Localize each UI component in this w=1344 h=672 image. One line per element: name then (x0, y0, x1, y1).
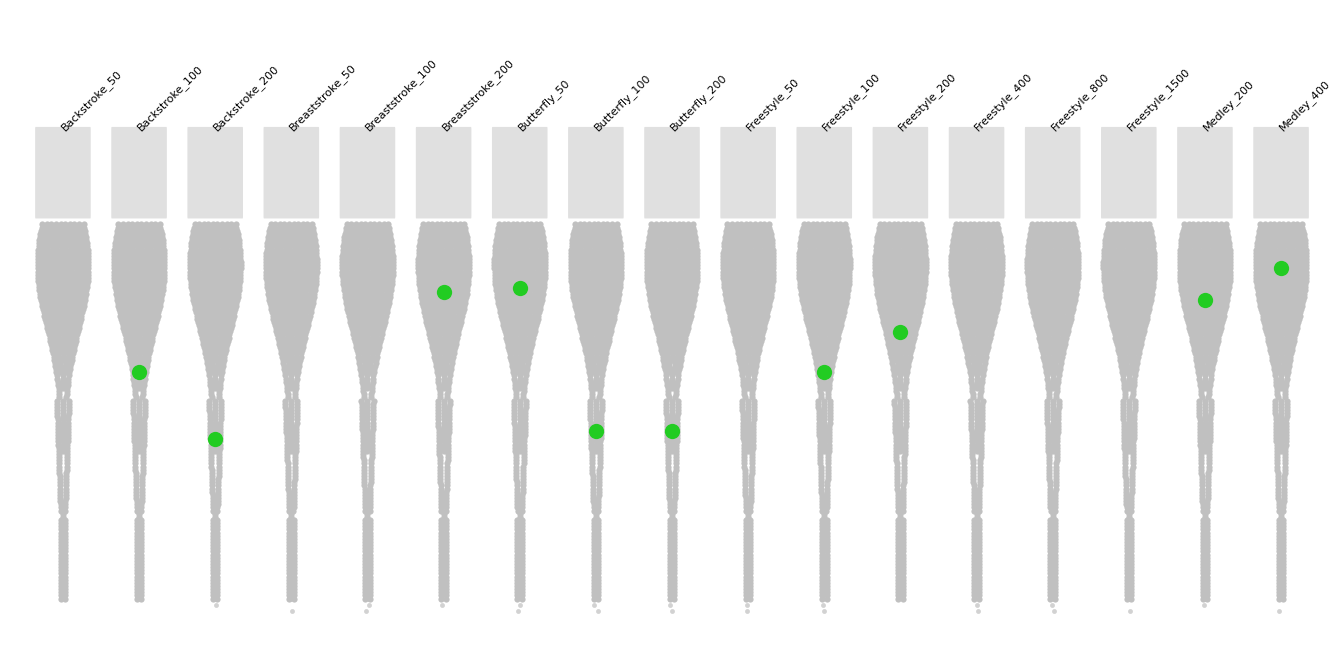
FancyBboxPatch shape (492, 127, 547, 218)
FancyBboxPatch shape (415, 127, 472, 218)
FancyBboxPatch shape (187, 127, 243, 218)
Text: Freestyle_1500: Freestyle_1500 (1125, 66, 1192, 133)
Text: Medley_400: Medley_400 (1277, 78, 1332, 133)
FancyBboxPatch shape (35, 127, 90, 218)
Text: Medley_200: Medley_200 (1202, 78, 1257, 133)
Text: Freestyle_100: Freestyle_100 (820, 71, 883, 133)
Text: Butterfly_200: Butterfly_200 (668, 72, 730, 133)
Text: Backstroke_50: Backstroke_50 (59, 68, 124, 133)
FancyBboxPatch shape (1254, 127, 1309, 218)
FancyBboxPatch shape (569, 127, 624, 218)
Text: Breaststroke_200: Breaststroke_200 (439, 56, 516, 133)
FancyBboxPatch shape (872, 127, 929, 218)
FancyBboxPatch shape (1025, 127, 1081, 218)
FancyBboxPatch shape (644, 127, 700, 218)
FancyBboxPatch shape (949, 127, 1004, 218)
Text: Breaststroke_100: Breaststroke_100 (364, 56, 439, 133)
FancyBboxPatch shape (112, 127, 167, 218)
Text: Freestyle_50: Freestyle_50 (745, 76, 801, 133)
Text: Butterfly_50: Butterfly_50 (516, 77, 573, 133)
Text: Freestyle_200: Freestyle_200 (896, 71, 958, 133)
FancyBboxPatch shape (720, 127, 775, 218)
FancyBboxPatch shape (797, 127, 852, 218)
FancyBboxPatch shape (1177, 127, 1232, 218)
FancyBboxPatch shape (263, 127, 319, 218)
Text: Backstroke_100: Backstroke_100 (136, 63, 206, 133)
Text: Backstroke_200: Backstroke_200 (211, 63, 281, 133)
Text: Freestyle_800: Freestyle_800 (1048, 71, 1111, 133)
Text: Breaststroke_50: Breaststroke_50 (288, 62, 359, 133)
Text: Butterfly_100: Butterfly_100 (591, 72, 653, 133)
Text: Freestyle_400: Freestyle_400 (973, 71, 1035, 133)
FancyBboxPatch shape (1101, 127, 1157, 218)
FancyBboxPatch shape (340, 127, 395, 218)
